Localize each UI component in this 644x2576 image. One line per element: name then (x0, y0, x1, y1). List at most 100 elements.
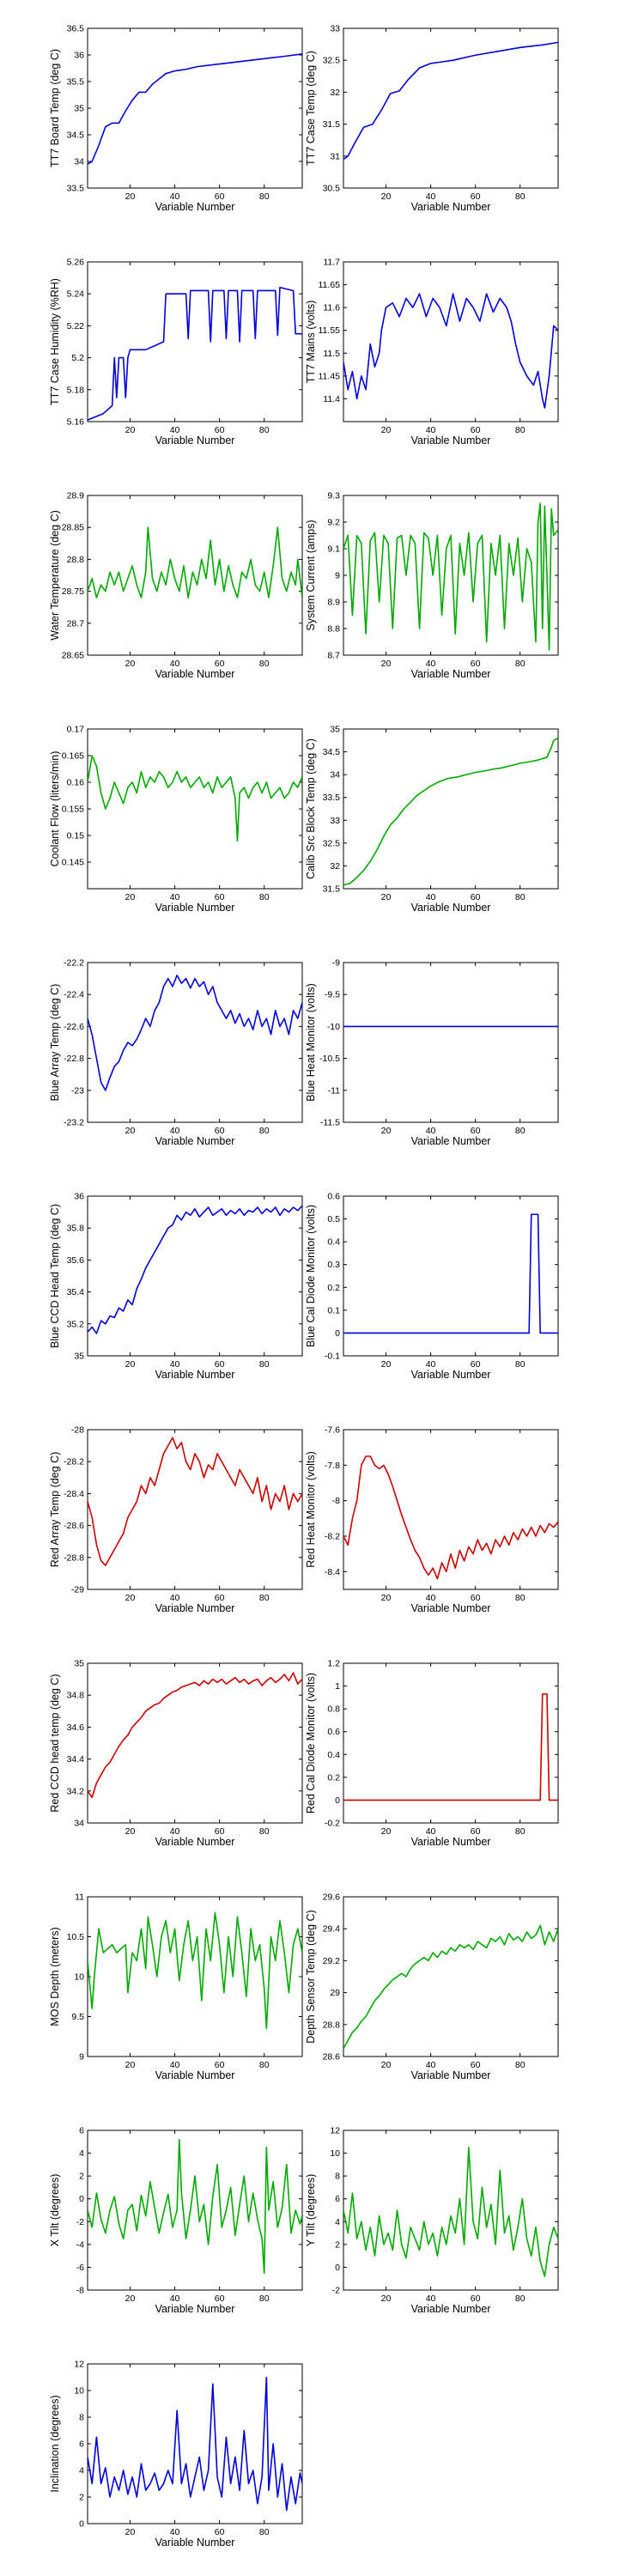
chart-panel: 20 40 60 80 8.7 8.8 8.9 9 9.1 9.2 9.3 Variable Numb… (305, 491, 559, 680)
x-tick-label: 20 (381, 892, 392, 902)
y-tick-label: -0.1 (325, 1352, 340, 1362)
x-axis-label: Variable Number (155, 2303, 235, 2315)
y-tick-label: 0.1 (327, 1305, 340, 1315)
y-tick-label: 28.85 (62, 523, 84, 533)
series-line (88, 1437, 302, 1566)
y-tick-label: 0 (335, 2263, 340, 2273)
x-tick-label: 40 (426, 425, 436, 435)
y-tick-label: 12 (330, 2126, 340, 2136)
y-tick-label: 28.6 (323, 2052, 341, 2063)
chart-panel: 20 40 60 80 28.65 28.7 28.75 28.8 28.85 28.9 Varia… (49, 491, 303, 680)
y-tick-label: 0 (79, 2519, 84, 2530)
plot-frame (87, 1896, 303, 2057)
y-tick-label: -8 (76, 2286, 84, 2296)
x-tick-label: 20 (381, 1826, 392, 1837)
x-axis-label: Variable Number (411, 2069, 491, 2081)
x-tick-label: 20 (125, 659, 136, 669)
y-tick-label: 2 (79, 2493, 84, 2503)
x-tick-label: 60 (471, 659, 481, 669)
y-axis-label: Blue Heat Monitor (volts) (305, 983, 317, 1102)
y-axis-label: Red CCD head temp (deg C) (49, 1674, 61, 1812)
y-tick-label: 4 (79, 2466, 84, 2476)
x-tick-label: 20 (381, 2060, 392, 2070)
plot-frame (343, 1896, 559, 2057)
x-tick-label: 20 (381, 425, 392, 435)
chart-panel: 20 40 60 80 0 2 4 6 8 10 12 Variable Number Inclinat… (49, 2360, 303, 2549)
x-tick-label: 60 (471, 191, 481, 202)
x-tick-label: 40 (426, 1826, 436, 1837)
x-tick-label: 20 (125, 1826, 136, 1837)
x-tick-label: 40 (170, 2293, 180, 2304)
y-tick-label: 2 (335, 2239, 340, 2250)
y-axis-label: Y Tilt (degrees) (305, 2174, 317, 2247)
series-line (343, 737, 558, 886)
chart-panel: 20 40 60 80 -29 -28.8 -28.6 -28.4 -28.2 -28 Variab… (49, 1425, 303, 1614)
chart-panel: 20 40 60 80 35 35.2 35.4 35.6 35.8 36 Variable Num… (49, 1192, 303, 1381)
y-axis-label: Coolant Flow (liters/min) (49, 751, 61, 867)
x-axis-label: Variable Number (155, 1836, 235, 1848)
y-tick-label: -29 (71, 1585, 84, 1595)
y-tick-label: 34.4 (67, 1754, 85, 1765)
y-tick-label: 9.1 (327, 544, 340, 555)
y-tick-label: 0.3 (327, 1260, 340, 1270)
y-axis-label: TT7 Case Humidity (%RH) (49, 278, 61, 405)
plot-frame (87, 728, 303, 890)
y-tick-label: 8.8 (327, 624, 340, 635)
y-tick-label: 35.8 (67, 1224, 85, 1234)
x-axis-label: Variable Number (155, 201, 235, 213)
y-tick-label: 28.75 (62, 586, 84, 597)
y-tick-label: -28 (71, 1425, 84, 1436)
y-tick-label: 5.2 (71, 353, 84, 363)
x-tick-label: 80 (259, 1826, 270, 1837)
x-axis-label: Variable Number (155, 1369, 235, 1381)
y-tick-label: 31.5 (323, 119, 341, 130)
x-tick-label: 40 (170, 1126, 180, 1136)
y-tick-label: 11.7 (323, 258, 340, 268)
y-tick-label: 35 (74, 1659, 84, 1669)
y-tick-label: -23.2 (64, 1118, 84, 1128)
chart-panel: 20 40 60 80 34 34.2 34.4 34.6 34.8 35 Variable Num… (49, 1659, 303, 1848)
y-tick-label: 11.45 (319, 371, 341, 381)
plot-frame (343, 728, 559, 890)
y-tick-label: 9 (79, 2052, 84, 2063)
plot-frame (87, 962, 303, 1123)
x-axis-label: Variable Number (411, 2303, 491, 2315)
x-tick-label: 20 (381, 1359, 392, 1370)
x-tick-label: 20 (125, 892, 136, 902)
y-tick-label: 6 (79, 2126, 84, 2136)
x-tick-label: 80 (515, 1826, 526, 1837)
y-tick-label: 9 (335, 571, 340, 581)
plot-frame (87, 1429, 303, 1590)
series-line (343, 1924, 558, 2050)
chart-panel: 20 40 60 80 30.5 31 31.5 32 32.5 33 Variable Numbe… (305, 24, 559, 213)
series-line (88, 52, 302, 165)
x-axis-label: Variable Number (155, 902, 235, 914)
x-tick-label: 20 (125, 425, 136, 435)
y-tick-label: 36 (74, 1192, 84, 1202)
y-tick-label: -22.2 (64, 958, 84, 969)
chart-panel: 20 40 60 80 9 9.5 10 10.5 11 Variable Number MOS D… (49, 1893, 303, 2081)
y-tick-label: 33 (330, 816, 340, 826)
y-axis-label: TT7 Mains (volts) (305, 301, 317, 384)
y-tick-label: 35.2 (67, 1319, 85, 1329)
plot-frame (343, 27, 559, 189)
y-axis-label: Red Array Temp (deg C) (49, 1452, 61, 1568)
y-tick-label: -8 (332, 1496, 340, 1506)
x-tick-label: 60 (215, 1126, 225, 1136)
y-tick-label: 1 (335, 1681, 340, 1692)
y-tick-label: -10.5 (319, 1054, 340, 1064)
chart-panel: 20 40 60 80 -11.5 -11 -10.5 -10 -9.5 -9 Variable N… (305, 958, 559, 1147)
y-tick-label: 35.5 (67, 77, 85, 88)
y-tick-label: -11 (328, 1085, 341, 1096)
y-tick-label: 0.165 (62, 751, 84, 762)
x-tick-label: 60 (471, 2293, 481, 2304)
x-tick-label: 40 (170, 659, 180, 669)
y-tick-label: 10 (74, 2386, 84, 2397)
y-tick-label: 11 (75, 1893, 84, 1903)
y-tick-label: 4 (335, 2217, 340, 2227)
y-tick-label: -10 (327, 1022, 340, 1032)
x-tick-label: 40 (426, 2293, 436, 2304)
chart-panel: 20 40 60 80 -2 0 2 4 6 8 10 12 Variable Number Y Tilt… (305, 2126, 559, 2315)
y-tick-label: 0.16 (67, 778, 85, 788)
y-tick-label: 5.18 (67, 385, 85, 395)
